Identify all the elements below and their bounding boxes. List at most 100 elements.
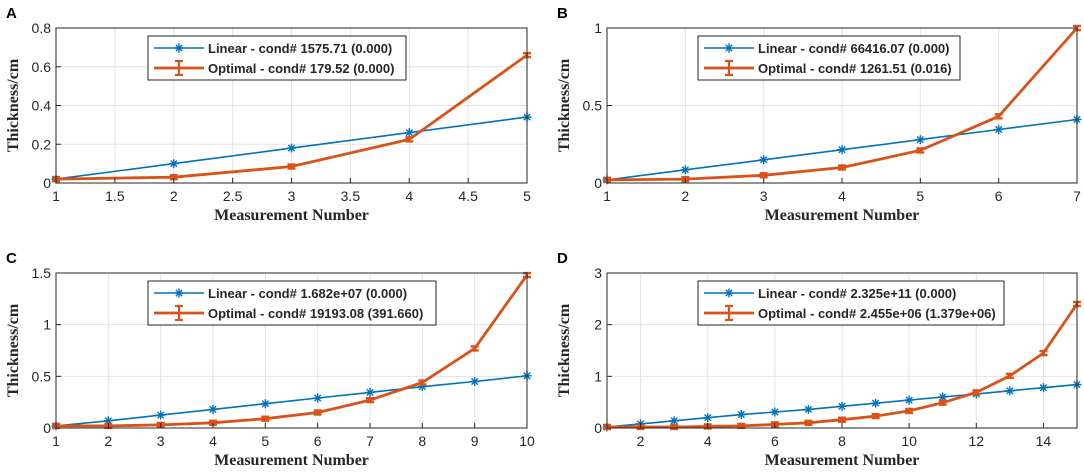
x-tick-label: 5 xyxy=(261,433,269,449)
linear-data-point xyxy=(994,125,1004,135)
x-tick-label: 4 xyxy=(838,188,846,204)
x-tick-label: 2 xyxy=(681,188,689,204)
x-tick-label: 10 xyxy=(519,433,535,449)
linear-data-point xyxy=(680,165,690,175)
chart-panel-a: 1 1.5 2 2.5 3 3.5 4 4.5 5 0 0.2 0.4 0.6 0.8 Measuremen… xyxy=(5,5,532,224)
x-tick-label: 2.5 xyxy=(223,188,243,204)
y-axis-label: Thickness/cm xyxy=(556,58,573,152)
linear-series-line xyxy=(55,375,528,427)
y-tick-label: 0 xyxy=(43,420,51,436)
linear-data-point xyxy=(904,395,914,405)
x-axis-label: Measurement Number xyxy=(214,207,369,224)
linear-data-point xyxy=(260,399,270,409)
x-tick-label: 5 xyxy=(523,188,531,204)
linear-data-point xyxy=(1005,386,1015,396)
linear-data-point xyxy=(470,377,480,386)
legend-errorbar-icon xyxy=(725,59,733,77)
y-axis-label: Thickness/cm xyxy=(5,303,22,397)
optimal-data-point xyxy=(905,407,914,415)
x-tick-label: 3 xyxy=(157,433,165,449)
panel-label: C xyxy=(6,250,17,267)
x-axis-label: Measurement Number xyxy=(214,452,369,469)
linear-data-point xyxy=(313,393,323,403)
legend-optimal-label: Optimal - cond# 1261.51 (0.016) xyxy=(758,61,952,76)
panel-label: B xyxy=(557,5,568,22)
legend-linear-label: Linear - cond# 66416.07 (0.000) xyxy=(758,41,949,56)
y-tick-label: 2 xyxy=(594,317,602,333)
legend-errorbar-icon xyxy=(725,304,733,322)
linear-data-point xyxy=(404,128,414,138)
x-tick-label: 3.5 xyxy=(341,188,361,204)
axes-frame xyxy=(55,272,528,429)
x-tick-label: 2 xyxy=(170,188,178,204)
linear-data-point xyxy=(703,413,713,423)
y-tick-label: 0.6 xyxy=(32,59,52,75)
optimal-data-point xyxy=(759,172,768,179)
linear-data-point xyxy=(1038,383,1048,393)
optimal-data-point xyxy=(313,409,322,416)
legend-asterisk-icon xyxy=(174,288,184,298)
optimal-data-point xyxy=(994,113,1003,120)
y-tick-label: 0.2 xyxy=(32,136,52,152)
optimal-data-point xyxy=(418,379,427,386)
linear-data-point xyxy=(208,404,218,414)
x-tick-label: 2 xyxy=(104,433,112,449)
legend-asterisk-icon xyxy=(174,43,184,53)
linear-data-point xyxy=(803,404,813,414)
panel-label: D xyxy=(557,250,568,267)
x-tick-label: 4 xyxy=(209,433,217,449)
x-tick-label: 8 xyxy=(838,433,846,449)
y-tick-label: 0.5 xyxy=(32,368,52,384)
linear-data-point xyxy=(365,387,375,397)
legend-linear-label: Linear - cond# 1.682e+07 (0.000) xyxy=(208,286,407,301)
linear-data-point xyxy=(871,398,881,408)
x-tick-label: 1.5 xyxy=(105,188,125,204)
x-tick-label: 1 xyxy=(52,433,60,449)
y-tick-label: 0 xyxy=(43,175,51,191)
optimal-data-point xyxy=(287,163,296,170)
legend-errorbar-icon xyxy=(175,304,183,322)
linear-data-point xyxy=(169,159,179,169)
linear-data-point xyxy=(736,410,746,420)
optimal-data-point xyxy=(804,419,813,427)
legend-linear-label: Linear - cond# 1575.71 (0.000) xyxy=(208,41,392,56)
legend-box xyxy=(697,35,961,81)
linear-data-point xyxy=(156,410,166,420)
optimal-data-point xyxy=(470,345,479,352)
x-tick-label: 2 xyxy=(637,433,645,449)
chart-panel-c: 1 2 3 4 5 6 7 8 9 10 0 0.5 1 1.5 Measurement Number Thi… xyxy=(5,250,535,469)
legend-errorbar-icon xyxy=(175,59,183,77)
legend: Linear - cond# 66416.07 (0.000) Optimal -… xyxy=(697,35,961,81)
x-tick-label: 8 xyxy=(418,433,426,449)
x-tick-label: 3 xyxy=(288,188,296,204)
x-tick-label: 7 xyxy=(1073,188,1081,204)
y-axis-label: Thickness/cm xyxy=(556,303,573,397)
x-tick-label: 14 xyxy=(1036,433,1052,449)
x-tick-label: 5 xyxy=(916,188,924,204)
legend-optimal-label: Optimal - cond# 179.52 (0.000) xyxy=(208,61,394,76)
x-tick-label: 4 xyxy=(405,188,413,204)
optimal-data-point xyxy=(1039,349,1048,357)
legend-linear-label: Linear - cond# 2.325e+11 (0.000) xyxy=(758,286,956,301)
y-tick-label: 0 xyxy=(594,175,602,191)
legend-box xyxy=(147,35,407,81)
legend-optimal-label: Optimal - cond# 19193.08 (391.660) xyxy=(208,306,423,321)
y-tick-label: 3 xyxy=(594,265,602,281)
x-tick-label: 10 xyxy=(901,433,917,449)
y-tick-label: 0.4 xyxy=(32,98,52,114)
legend: Linear - cond# 1.682e+07 (0.000) Optimal … xyxy=(147,280,437,326)
y-tick-label: 0 xyxy=(594,420,602,436)
x-tick-label: 12 xyxy=(968,433,984,449)
linear-data-point xyxy=(837,145,847,155)
optimal-data-point xyxy=(916,147,925,154)
linear-data-point xyxy=(837,401,847,411)
x-tick-label: 1 xyxy=(52,188,60,204)
linear-data-point xyxy=(759,155,769,165)
optimal-data-point xyxy=(871,412,880,420)
linear-data-point xyxy=(770,407,780,417)
legend-box xyxy=(697,280,1005,326)
optimal-data-point xyxy=(366,396,374,404)
panel-label: A xyxy=(6,5,17,22)
